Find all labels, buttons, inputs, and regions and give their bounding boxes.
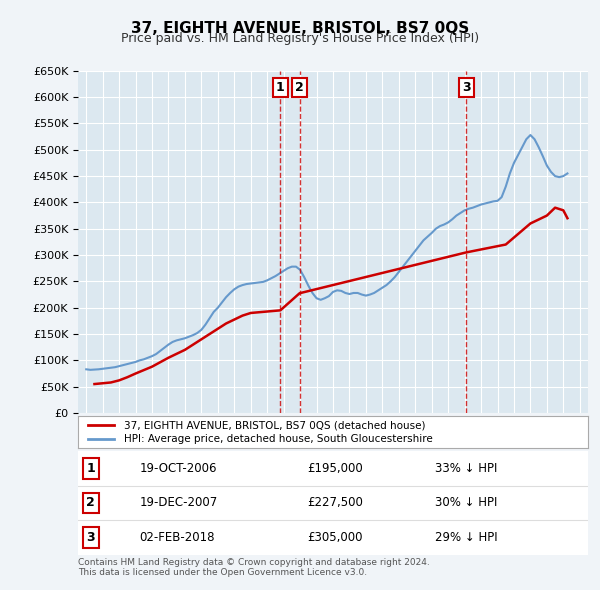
Text: 37, EIGHTH AVENUE, BRISTOL, BS7 0QS (detached house): 37, EIGHTH AVENUE, BRISTOL, BS7 0QS (det…: [124, 420, 425, 430]
Text: 30% ↓ HPI: 30% ↓ HPI: [435, 496, 497, 510]
Text: 19-OCT-2006: 19-OCT-2006: [139, 462, 217, 475]
Text: 02-FEB-2018: 02-FEB-2018: [139, 531, 215, 544]
Text: 19-DEC-2007: 19-DEC-2007: [139, 496, 217, 510]
Text: 1: 1: [276, 81, 285, 94]
Text: £195,000: £195,000: [308, 462, 363, 475]
Text: HPI: Average price, detached house, South Gloucestershire: HPI: Average price, detached house, Sout…: [124, 434, 433, 444]
Text: 33% ↓ HPI: 33% ↓ HPI: [435, 462, 497, 475]
Text: 2: 2: [86, 496, 95, 510]
Text: £227,500: £227,500: [308, 496, 364, 510]
Text: 3: 3: [86, 531, 95, 544]
Text: 37, EIGHTH AVENUE, BRISTOL, BS7 0QS: 37, EIGHTH AVENUE, BRISTOL, BS7 0QS: [131, 21, 469, 35]
Text: 2: 2: [295, 81, 304, 94]
Text: 1: 1: [86, 462, 95, 475]
Text: 29% ↓ HPI: 29% ↓ HPI: [435, 531, 497, 544]
Text: £305,000: £305,000: [308, 531, 363, 544]
Text: 3: 3: [462, 81, 470, 94]
Text: Contains HM Land Registry data © Crown copyright and database right 2024.
This d: Contains HM Land Registry data © Crown c…: [78, 558, 430, 577]
Text: Price paid vs. HM Land Registry's House Price Index (HPI): Price paid vs. HM Land Registry's House …: [121, 32, 479, 45]
